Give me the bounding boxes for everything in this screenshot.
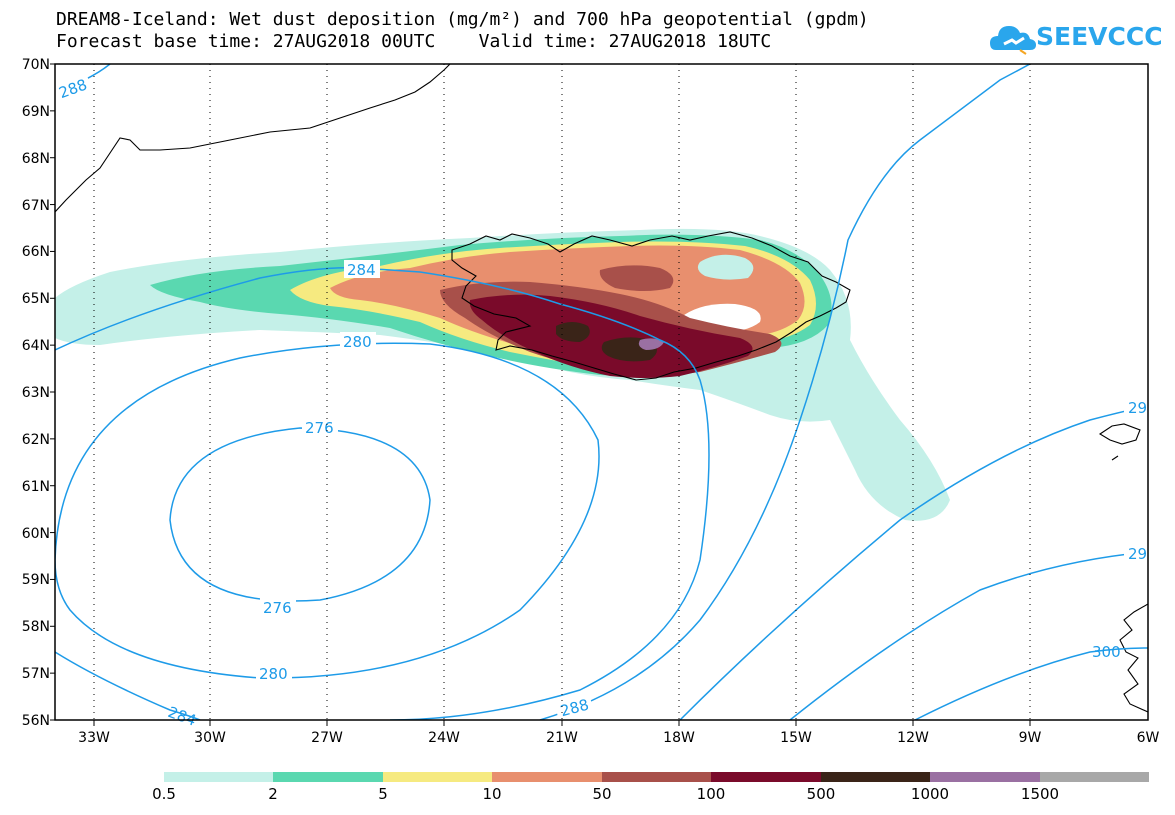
lon-label: 27W [311,730,343,746]
lat-label: 59N [22,572,50,588]
lon-label: 33W [78,730,110,746]
legend-label: 500 [806,785,836,803]
lat-label: 67N [22,198,50,214]
graticule [93,64,1031,720]
lat-label: 66N [22,244,50,260]
legend-swatch [273,772,383,782]
logo-text: SEEVCCC [1036,22,1163,51]
lat-label: 61N [22,479,50,495]
lon-label: 30W [194,730,226,746]
contour-label: 29 [1128,545,1147,563]
contour-284 [55,266,710,720]
lat-label: 65N [22,291,50,307]
lat-label: 70N [22,57,50,73]
lon-label: 24W [428,730,460,746]
cloud-icon [990,26,1036,55]
contour-label: 276 [305,419,334,437]
contour-280 [55,342,600,679]
lon-label: 21W [546,730,578,746]
contour-300 [914,647,1148,720]
lat-label: 64N [22,338,50,354]
deposition-100 [469,294,753,378]
legend-swatch [383,772,492,782]
lat-label: 68N [22,151,50,167]
lon-label: 18W [663,730,695,746]
contour-284-lower [55,651,201,720]
legend-swatch [821,772,930,782]
legend-label: 1500 [1020,785,1060,803]
deposition-500 [556,322,657,362]
lat-label: 60N [22,526,50,542]
geopotential-contours [55,64,1148,720]
lat-label: 56N [22,713,50,729]
legend-colorbar [164,772,1149,782]
map-subtitle: Forecast base time: 27AUG2018 00UTC Vali… [56,31,772,52]
iceland-coastline [451,231,851,381]
coastlines [55,64,1148,713]
dust-deposition-field [55,228,950,521]
contour-label: 300 [1092,643,1121,661]
legend-label: 100 [696,785,726,803]
legend-label: 10 [482,785,502,803]
lat-label: 62N [22,432,50,448]
axis-ticks [50,63,1031,726]
legend-label: 5 [378,785,388,803]
contour-label: 280 [343,333,372,351]
map-title: DREAM8-Iceland: Wet dust deposition (mg/… [56,9,869,30]
deposition-gap-north [697,254,754,280]
legend-swatch [602,772,711,782]
lat-label: 69N [22,104,50,120]
greenland-coastline [55,64,451,213]
lon-label: 9W [1019,730,1042,746]
legend-swatch [930,772,1040,782]
scotland-coastline [1119,603,1148,713]
contour-292 [679,405,1148,720]
lon-label: 6W [1137,730,1160,746]
legend-swatch [711,772,821,782]
map-background [55,64,1148,720]
contour-288-east [539,64,1031,720]
longitude-labels: 33W 30W 27W 24W 21W 18W 15W 12W 9W 6W [78,730,1159,746]
latitude-labels: 70N 69N 68N 67N 66N 65N 64N 63N 62N 61N … [22,57,50,729]
legend-swatch [492,772,602,782]
contour-labels: 288 284 280 276 276 280 284 288 29 29 30… [52,72,1148,730]
faroe-coastline [1098,423,1141,461]
lat-label: 63N [22,385,50,401]
deposition-1000 [638,338,664,350]
legend-label: 2 [268,785,278,803]
contour-label: 276 [263,599,292,617]
contour-label: 29 [1128,399,1147,417]
contour-296 [789,551,1148,720]
legend-label: 1000 [910,785,950,803]
legend-label: 0.5 [152,785,176,803]
legend-swatch [164,772,273,782]
legend-label: 50 [592,785,612,803]
seevccc-logo: SEEVCCC [990,16,1163,60]
legend-swatch [1040,772,1149,782]
lon-label: 12W [897,730,929,746]
contour-label: 280 [259,665,288,683]
lat-label: 57N [22,666,50,682]
contour-label: 284 [347,261,376,279]
contour-276 [169,427,431,602]
lon-label: 15W [780,730,812,746]
lat-label: 58N [22,619,50,635]
